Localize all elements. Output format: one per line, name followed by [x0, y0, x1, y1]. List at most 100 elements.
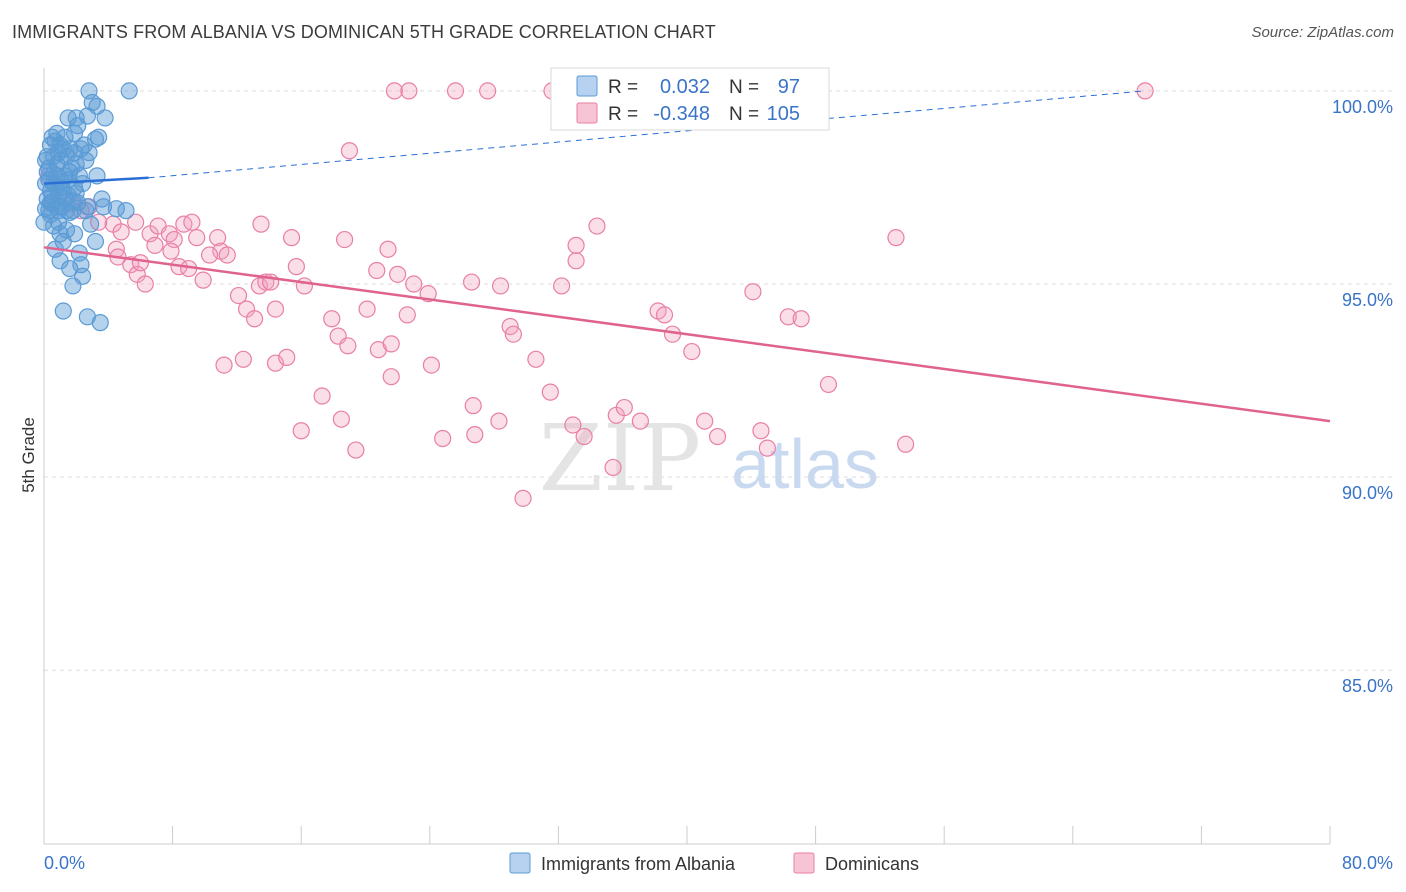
dominicans-point-12	[127, 213, 145, 231]
r-value-blue: 0.032	[660, 76, 710, 98]
dominicans-point-80	[683, 342, 701, 361]
albania-points	[35, 82, 138, 332]
stats-legend: R = 0.032 N = 97 R = -0.348 N = 105	[550, 67, 830, 131]
n-label-pink: N =	[729, 104, 759, 125]
dominicans-point-99	[758, 439, 776, 457]
dominicans-point-68	[464, 397, 482, 415]
x-tick-labels: 0.0% 80.0%	[44, 853, 1393, 873]
dominicans-point-49	[295, 277, 314, 295]
albania-point-58	[64, 277, 82, 295]
dominicans-point-6	[340, 142, 359, 160]
r-label-pink: R =	[608, 104, 638, 125]
dominicans-point-104	[146, 236, 164, 254]
dominicans-point-96	[466, 426, 484, 444]
dominicans-point-62	[504, 325, 522, 343]
dominicans-point-27	[131, 254, 150, 272]
dominicans-point-3	[479, 82, 497, 100]
dominicans-point-97	[575, 427, 593, 446]
y-axis-label: 5th Grade	[19, 417, 38, 493]
albania-point-78	[64, 202, 82, 220]
dominicans-point-56	[398, 306, 416, 324]
legend-swatch-dominicans	[793, 852, 815, 874]
y-tick-labels: 100.0% 95.0% 90.0% 85.0%	[1332, 97, 1393, 696]
dominicans-point-59	[462, 273, 481, 291]
dominicans-point-47	[266, 300, 285, 318]
dominicans-point-92	[332, 410, 350, 428]
albania-point-15	[90, 128, 108, 146]
n-value-pink: 105	[767, 103, 800, 125]
dominicans-point-5	[1136, 82, 1154, 100]
dominicans-point-41	[229, 286, 248, 305]
dominicans-point-78	[655, 306, 674, 324]
legend-label-albania: Immigrants from Albania	[541, 854, 736, 874]
dominicans-point-66	[567, 252, 585, 270]
dominicans-point-63	[527, 350, 545, 368]
dominicans-point-64	[553, 277, 571, 295]
dominicans-point-82	[708, 427, 727, 446]
dominicans-point-90	[292, 422, 310, 440]
albania-point-61	[91, 314, 109, 332]
pink-swatch	[576, 102, 598, 124]
dominicans-point-95	[434, 429, 452, 448]
dominicans-point-40	[405, 275, 423, 293]
dominicans-point-81	[696, 412, 714, 430]
dominicans-point-29	[162, 242, 180, 260]
y-tick-label-0: 100.0%	[1332, 97, 1393, 117]
dominicans-point-58	[422, 356, 441, 374]
albania-point-50	[86, 232, 105, 251]
dominicans-point-18	[183, 213, 201, 231]
dominicans-point-101	[819, 375, 838, 394]
dominicans-point-55	[382, 335, 400, 353]
albania-point-59	[54, 302, 72, 320]
x-tick-label-0: 0.0%	[44, 853, 85, 873]
albania-point-79	[80, 144, 98, 162]
albania-trend-dashed	[148, 90, 1146, 179]
dominicans-point-73	[604, 458, 622, 477]
dominicans-trend	[43, 246, 1331, 423]
n-value-blue: 97	[778, 76, 800, 98]
dominicans-point-102	[897, 435, 915, 453]
dominicans-point-72	[564, 416, 582, 434]
y-tick-label-3: 85.0%	[1342, 676, 1393, 696]
y-tick-label-2: 90.0%	[1342, 483, 1393, 503]
r-value-pink: -0.348	[653, 103, 710, 125]
albania-point-76	[51, 151, 69, 170]
dominicans-point-98	[752, 422, 770, 440]
albania-point-91	[65, 124, 84, 142]
albania-point-82	[46, 132, 64, 150]
dominicans-point-53	[358, 300, 376, 318]
grid-lines	[44, 90, 1396, 671]
dominicans-point-85	[887, 229, 905, 247]
dominicans-point-91	[313, 387, 331, 405]
dominicans-point-86	[215, 356, 233, 374]
dominicans-points	[40, 82, 1154, 507]
legend-swatch-albania	[509, 852, 531, 874]
source-label: Source: ZipAtlas.com	[1251, 24, 1394, 41]
albania-trend-solid	[43, 176, 149, 185]
albania-point-95	[37, 151, 55, 170]
dominicans-point-39	[389, 265, 407, 283]
dominicans-point-83	[744, 283, 762, 301]
dominicans-point-71	[541, 383, 559, 401]
albania-point-47	[82, 215, 100, 233]
dominicans-point-60	[491, 277, 510, 295]
dominicans-point-87	[234, 350, 252, 368]
dominicans-point-34	[252, 215, 270, 233]
albania-point-71	[93, 190, 111, 208]
dominicans-point-67	[588, 217, 606, 235]
dominicans-point-100	[792, 310, 810, 328]
r-label-blue: R =	[608, 77, 638, 98]
dominicans-point-94	[382, 368, 400, 386]
dominicans-point-20	[209, 229, 227, 247]
dominicans-point-52	[339, 337, 357, 355]
dominicans-point-76	[631, 412, 649, 430]
albania-point-88	[67, 155, 85, 173]
albania-point-44	[117, 202, 135, 220]
dominicans-point-93	[347, 441, 365, 459]
albania-point-56	[61, 259, 79, 278]
chart-title: IMMIGRANTS FROM ALBANIA VS DOMINICAN 5TH…	[12, 22, 716, 42]
albania-point-83	[73, 174, 92, 193]
albania-point-94	[59, 186, 77, 204]
n-label-blue: N =	[729, 77, 759, 98]
